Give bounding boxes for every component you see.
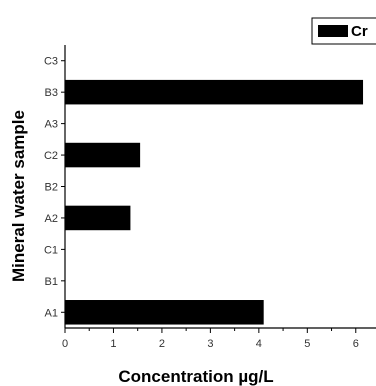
x-tick-label-3: 3 [207,338,213,350]
y-tick-label-a2: A2 [45,213,58,225]
y-tick-label-a1: A1 [45,307,58,319]
y-tick-label-b3: B3 [45,87,58,99]
x-tick-label-4: 4 [256,338,262,350]
x-tick-label-5: 5 [304,338,310,350]
bar-c2 [65,142,141,168]
x-tick-label-0: 0 [62,338,68,350]
legend-label-cr: Cr [351,23,368,40]
bar-a1 [65,300,264,325]
bar-b3 [65,79,364,105]
category-tick-labels: A1 B1 C1 A2 B2 C2 A3 B3 C3 [44,56,58,320]
y-tick-label-b2: B2 [45,182,58,194]
y-tick-label-c2: C2 [44,150,58,162]
bars-group [65,79,364,325]
legend-swatch-cr [318,25,348,37]
y-tick-label-c1: C1 [44,244,58,256]
legend: Cr [311,17,376,45]
x-tick-label-1: 1 [110,338,116,350]
bar-a2 [65,205,131,231]
y-tick-label-c3: C3 [44,56,58,68]
x-axis: 0 1 2 3 4 5 6 [62,327,376,350]
x-tick-label-6: 6 [353,338,359,350]
y-axis [61,45,66,328]
x-tick-label-2: 2 [159,338,165,350]
x-axis-title: Concentration µg/L [118,367,273,386]
y-tick-label-a3: A3 [45,119,58,131]
y-axis-title: Mineral water sample [9,110,28,282]
y-tick-label-b1: B1 [45,276,58,288]
